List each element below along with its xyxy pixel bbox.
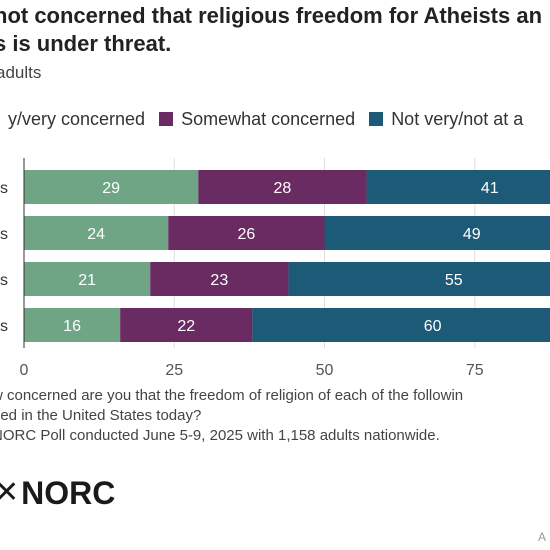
bar-value-label: 23 [210,272,228,289]
corner-mark: A [538,530,547,544]
x-tick-label: 0 [20,362,29,379]
bar-value-label: 24 [87,226,105,243]
bar-segment [252,308,550,342]
norc-logo-text: NORC [21,475,116,511]
bar-segment [198,170,367,204]
chart-footnote: w concerned are you that the freedom of … [0,387,464,444]
legend-item-not-concerned: Not very/not at a [369,109,523,130]
x-tick-label: 25 [165,362,183,379]
chart-legend: y/very concerned Somewhat concerned Not … [0,105,537,133]
bar-segment [150,262,289,296]
legend-label: Not very/not at a [391,108,524,129]
legend-label: Somewhat concerned [181,108,356,129]
chart-subtitle: adults [0,63,42,82]
legend-item-very-concerned: y/very concerned [0,109,145,130]
chart-title: not concerned that religious freedom for… [0,3,543,56]
norc-logo: ✕ NORC [0,473,115,513]
bar-value-label: 41 [481,180,499,197]
bar-segment [120,308,253,342]
category-label: s [0,226,8,243]
bar-value-label: 60 [424,318,442,335]
bar-value-label: 29 [102,180,120,197]
x-tick-label: 75 [466,362,484,379]
bar-value-label: 55 [445,272,463,289]
legend-item-somewhat-concerned: Somewhat concerned [159,109,355,130]
norc-logo-mark-icon: ✕ [0,476,20,509]
bar-segment [24,216,169,250]
bar-value-label: 26 [237,226,255,243]
legend-swatch [159,112,174,126]
category-label: s [0,180,8,197]
category-label: s [0,272,8,289]
bar-value-label: 49 [463,226,481,243]
bar-segment [324,216,550,250]
bar-segment [366,170,550,204]
legend-swatch [369,112,384,126]
bar-value-label: 22 [177,318,195,335]
bar-segment [24,308,121,342]
bar-segment [288,262,550,296]
bar-value-label: 28 [274,180,292,197]
bar-value-label: 16 [63,318,81,335]
bar-segment [24,170,199,204]
legend-label: y/very concerned [8,108,146,129]
bar-value-label: 21 [78,272,96,289]
category-label: s [0,318,8,335]
stacked-bar-chart: 29 28 41 s 24 26 49 s 21 23 55 s 16 22 60 s 0 25 50 75 [0,158,550,379]
x-tick-label: 50 [316,362,334,379]
bar-segment [168,216,325,250]
bar-segment [24,262,151,296]
